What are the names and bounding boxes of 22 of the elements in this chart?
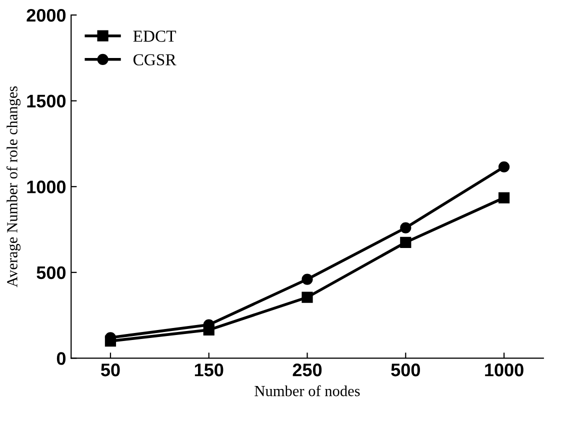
point: [302, 292, 313, 303]
point: [400, 236, 412, 248]
point: [302, 274, 313, 285]
x-axis-title: Number of nodes: [254, 385, 360, 396]
point: [104, 336, 116, 347]
point: [498, 192, 510, 204]
y-tick-label: 0: [56, 352, 66, 365]
x-tick-label: 500: [391, 364, 420, 376]
y-tick-label: 1000: [27, 180, 66, 194]
x-tick-label: 150: [194, 364, 224, 376]
y-axis-title: Average Number of role changes: [6, 86, 21, 288]
y-tick-label: 2000: [26, 8, 66, 22]
legend-label: EDCT: [133, 30, 176, 42]
x-tick-label: 50: [100, 364, 120, 376]
point: [203, 324, 214, 336]
legend-label: CGSR: [133, 54, 176, 66]
y-tick-label: 1500: [27, 94, 66, 108]
point: [498, 161, 510, 172]
x-tick-label: 1000: [485, 364, 524, 376]
point: [400, 222, 412, 234]
y-tick-label: 500: [36, 266, 66, 280]
x-tick-label: 250: [292, 364, 322, 376]
